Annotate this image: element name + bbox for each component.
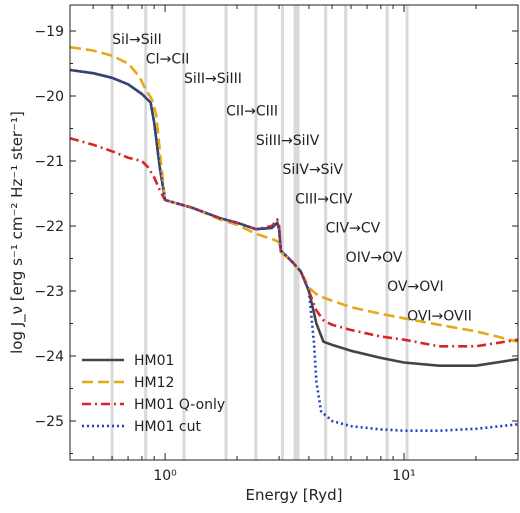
ionization-annotations: SiI→SiII CI→CII SiII→SiIII CII→CIII SiIII→Si… xyxy=(112,32,472,324)
y-tick-label: −23 xyxy=(34,284,64,300)
legend-label: HM01 xyxy=(134,353,174,369)
series-lines xyxy=(69,45,519,432)
annotation-label: SiI→SiII xyxy=(112,32,162,48)
series-line-3 xyxy=(69,68,519,432)
annotation-label: SiII→SiIII xyxy=(184,71,242,87)
annotation-label: OV→OVI xyxy=(387,279,444,295)
annotation-label: CIII→CIV xyxy=(295,191,353,207)
y-axis-label: log J_ν [erg s⁻¹ cm⁻² Hz⁻¹ ster⁻¹] xyxy=(8,111,27,354)
plot-frame xyxy=(69,4,519,461)
legend-label: HM12 xyxy=(134,375,174,391)
annotation-label: OVI→OVII xyxy=(407,308,472,324)
series-line-2 xyxy=(69,136,519,348)
annotation-label: SiIV→SiV xyxy=(282,162,343,178)
legend: HM01 HM12 HM01 Q-only HM01 cut xyxy=(82,353,225,435)
y-tick-label: −19 xyxy=(34,24,64,40)
x-axis-label: Energy [Ryd] xyxy=(246,486,343,504)
x-tick-label: 10¹ xyxy=(392,468,415,484)
y-tick-label: −22 xyxy=(34,219,64,235)
annotation-label: CI→CII xyxy=(146,52,190,68)
y-tick-label: −24 xyxy=(34,349,64,365)
y-tick-label: −21 xyxy=(34,154,64,170)
x-tick-label: 10⁰ xyxy=(153,468,177,484)
annotation-label: CIV→CV xyxy=(326,221,381,237)
y-tick-label: −25 xyxy=(34,414,64,430)
legend-label: HM01 Q-only xyxy=(134,397,225,413)
series-line-1 xyxy=(69,45,519,343)
y-tick-label: −20 xyxy=(34,89,64,105)
annotation-label: CII→CIII xyxy=(226,104,278,120)
annotation-label: SiIII→SiIV xyxy=(256,133,320,149)
legend-label: HM01 cut xyxy=(134,419,201,435)
ionization-edge-lines xyxy=(110,5,409,460)
axis-ticks: −19 −20 −21 −22 −23 −24 −25 10⁰ 10¹ xyxy=(34,5,519,484)
annotation-label: OIV→OV xyxy=(346,250,403,266)
